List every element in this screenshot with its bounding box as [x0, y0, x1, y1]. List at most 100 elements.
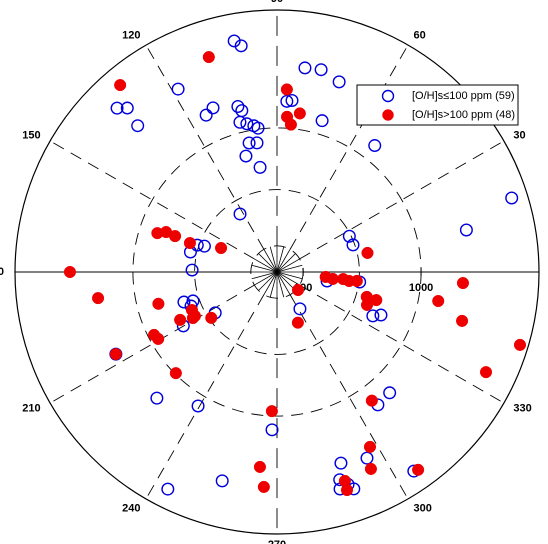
center-spoke — [276, 271, 285, 298]
data-point — [197, 239, 211, 253]
data-point — [364, 462, 377, 475]
center-spoke — [276, 253, 296, 273]
data-point — [383, 386, 397, 400]
theta-tick-label: 270 — [268, 539, 286, 544]
center-spoke — [251, 271, 278, 280]
data-point — [150, 391, 164, 405]
data-point — [206, 101, 220, 115]
data-point — [233, 207, 247, 221]
data-point — [185, 263, 199, 277]
data-point — [280, 83, 293, 96]
center-spoke — [276, 264, 303, 273]
data-point — [265, 423, 279, 437]
center-spoke — [269, 271, 278, 298]
data-point — [233, 115, 247, 129]
data-point — [250, 136, 264, 150]
data-point — [131, 119, 145, 133]
grid-spoke — [49, 284, 255, 404]
data-point — [284, 118, 297, 131]
center-spoke — [276, 258, 300, 273]
data-point — [227, 34, 241, 48]
data-point — [368, 139, 382, 153]
theta-tick-label: 120 — [122, 29, 140, 41]
data-point — [205, 311, 218, 324]
data-point — [114, 79, 127, 92]
data-point — [346, 238, 360, 252]
legend-label: [O/H]s>100 ppm (48) — [412, 109, 515, 121]
data-point — [412, 463, 425, 476]
data-point — [239, 149, 253, 163]
theta-tick-label: 300 — [414, 502, 432, 514]
data-point — [161, 482, 175, 496]
data-point — [459, 223, 473, 237]
center-spoke — [254, 271, 278, 286]
data-point — [171, 82, 185, 96]
data-point — [152, 297, 165, 310]
data-point — [253, 460, 266, 474]
grid-spoke — [299, 284, 505, 404]
data-point — [92, 292, 105, 305]
data-point — [298, 61, 312, 75]
legend-label: [O/H]s≤100 ppm (59) — [412, 90, 515, 102]
data-point — [513, 338, 527, 351]
data-point — [191, 399, 205, 413]
r-tick-label: 1000 — [409, 282, 433, 294]
data-point — [314, 63, 328, 77]
data-point — [120, 101, 134, 115]
center-spoke — [251, 264, 278, 273]
data-point — [456, 276, 470, 290]
center-spoke — [276, 249, 291, 273]
theta-tick-label: 30 — [513, 129, 525, 141]
center-spoke — [258, 253, 278, 273]
data-point — [432, 294, 445, 308]
outer-circle — [14, 9, 540, 535]
data-point — [265, 405, 278, 418]
center-spoke — [276, 271, 291, 295]
data-point — [110, 101, 124, 115]
center-spoke — [258, 271, 278, 291]
data-point — [479, 366, 493, 379]
data-point — [456, 314, 469, 327]
data-point — [315, 114, 329, 128]
data-point — [361, 246, 374, 259]
center-spoke — [276, 271, 300, 286]
theta-tick-label: 150 — [22, 129, 40, 141]
center-spoke — [263, 271, 278, 295]
data-point — [234, 39, 248, 53]
data-point — [332, 75, 346, 89]
data-point — [109, 348, 122, 361]
marks — [63, 34, 527, 497]
data-point — [177, 295, 191, 309]
data-point — [152, 332, 165, 345]
data-point — [366, 309, 380, 323]
data-point — [199, 108, 213, 122]
data-point — [231, 100, 245, 114]
theta-tick-label: 330 — [513, 402, 531, 414]
data-point — [214, 241, 228, 255]
data-point — [215, 474, 229, 488]
data-point — [242, 136, 256, 150]
data-point — [253, 160, 267, 174]
data-point — [340, 483, 354, 497]
theta-tick-label: 60 — [414, 29, 426, 41]
center-spoke — [254, 258, 278, 273]
grid-spoke — [289, 44, 409, 250]
data-point — [240, 117, 254, 131]
legend-marker — [381, 89, 395, 103]
data-point — [183, 236, 196, 250]
data-point — [363, 440, 377, 453]
data-point — [350, 274, 363, 288]
data-point — [285, 94, 299, 108]
data-point — [257, 480, 270, 493]
data-point — [202, 51, 215, 64]
data-point — [334, 456, 348, 470]
data-point — [160, 226, 173, 239]
data-point — [293, 107, 306, 120]
data-point — [342, 229, 356, 243]
data-point — [186, 311, 199, 325]
data-point — [370, 294, 383, 307]
data-point — [505, 191, 519, 205]
